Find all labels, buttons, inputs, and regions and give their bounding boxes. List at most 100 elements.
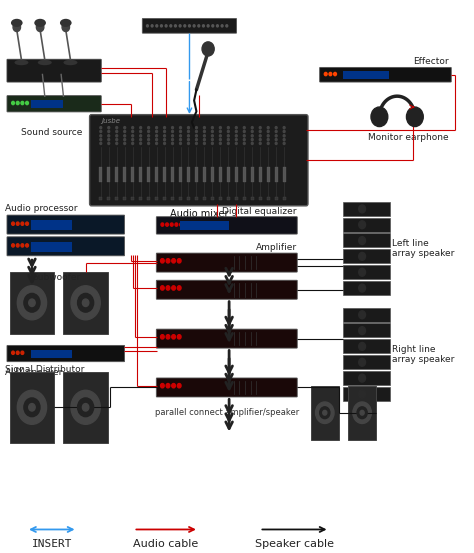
Circle shape — [16, 351, 19, 354]
Circle shape — [359, 358, 365, 366]
Circle shape — [172, 135, 173, 137]
Circle shape — [170, 223, 173, 226]
Bar — [179, 197, 182, 200]
FancyBboxPatch shape — [7, 237, 125, 256]
Circle shape — [148, 127, 150, 129]
Circle shape — [329, 72, 332, 76]
Bar — [171, 197, 174, 200]
Circle shape — [275, 138, 277, 140]
Bar — [163, 197, 166, 200]
Circle shape — [251, 131, 253, 133]
Circle shape — [116, 138, 118, 140]
Circle shape — [166, 335, 170, 339]
Circle shape — [195, 127, 197, 129]
Circle shape — [359, 221, 365, 229]
Circle shape — [219, 131, 221, 133]
Circle shape — [16, 244, 19, 247]
Circle shape — [161, 286, 164, 290]
Bar — [139, 167, 142, 182]
Circle shape — [151, 25, 153, 27]
Circle shape — [172, 127, 173, 129]
Circle shape — [140, 127, 142, 129]
Circle shape — [164, 142, 165, 144]
Circle shape — [184, 25, 186, 27]
Circle shape — [267, 135, 269, 137]
Circle shape — [267, 131, 269, 133]
Circle shape — [359, 374, 365, 382]
Circle shape — [407, 107, 423, 127]
Circle shape — [283, 127, 285, 129]
Circle shape — [108, 138, 109, 140]
Circle shape — [71, 286, 100, 320]
Bar — [344, 71, 389, 79]
Circle shape — [71, 390, 100, 424]
Circle shape — [18, 390, 46, 424]
Circle shape — [193, 25, 195, 27]
Text: Amplifier: Amplifier — [255, 243, 297, 252]
Circle shape — [161, 384, 164, 388]
Circle shape — [166, 384, 170, 388]
Text: Signal Distributor: Signal Distributor — [5, 366, 84, 374]
Circle shape — [323, 410, 327, 415]
Bar — [123, 167, 126, 182]
Text: Subwoofer: Subwoofer — [32, 273, 81, 281]
Ellipse shape — [14, 60, 28, 65]
Circle shape — [148, 138, 150, 140]
Circle shape — [283, 138, 285, 140]
Circle shape — [140, 138, 142, 140]
Circle shape — [124, 142, 126, 144]
Bar — [195, 197, 198, 200]
Bar — [187, 197, 190, 200]
Circle shape — [275, 127, 277, 129]
Bar — [344, 249, 390, 263]
Circle shape — [283, 131, 285, 133]
Circle shape — [12, 222, 14, 225]
Ellipse shape — [11, 19, 23, 27]
Text: AUX speaker: AUX speaker — [5, 368, 63, 377]
Circle shape — [12, 244, 14, 247]
Text: Right line
array speaker: Right line array speaker — [392, 345, 455, 364]
FancyBboxPatch shape — [156, 217, 297, 234]
Circle shape — [170, 25, 172, 27]
Bar — [227, 167, 230, 182]
Circle shape — [217, 25, 219, 27]
Circle shape — [203, 138, 205, 140]
Circle shape — [259, 131, 261, 133]
Text: Digital equalizer: Digital equalizer — [222, 207, 297, 216]
Circle shape — [18, 286, 46, 320]
Circle shape — [211, 135, 213, 137]
Circle shape — [164, 131, 165, 133]
Bar — [123, 197, 126, 200]
Circle shape — [161, 223, 164, 226]
Bar — [243, 197, 246, 200]
Bar — [267, 197, 270, 200]
FancyBboxPatch shape — [7, 346, 125, 362]
Bar — [259, 197, 262, 200]
Circle shape — [359, 311, 365, 319]
Circle shape — [180, 131, 182, 133]
Circle shape — [180, 127, 182, 129]
FancyBboxPatch shape — [156, 329, 297, 348]
Circle shape — [164, 138, 165, 140]
Circle shape — [324, 72, 327, 76]
Circle shape — [180, 135, 182, 137]
Bar — [10, 372, 54, 442]
Circle shape — [236, 127, 237, 129]
Circle shape — [165, 223, 168, 226]
Circle shape — [259, 135, 261, 137]
FancyBboxPatch shape — [156, 378, 297, 397]
Bar — [344, 265, 390, 279]
Circle shape — [100, 135, 102, 137]
Circle shape — [26, 101, 28, 105]
Circle shape — [359, 390, 365, 398]
Circle shape — [132, 131, 134, 133]
Circle shape — [203, 135, 205, 137]
Circle shape — [228, 138, 229, 140]
Circle shape — [172, 286, 175, 290]
Bar — [243, 167, 246, 182]
Circle shape — [24, 294, 40, 312]
Text: INSERT: INSERT — [32, 539, 72, 549]
Circle shape — [124, 138, 126, 140]
Circle shape — [26, 222, 28, 225]
Circle shape — [29, 404, 35, 411]
